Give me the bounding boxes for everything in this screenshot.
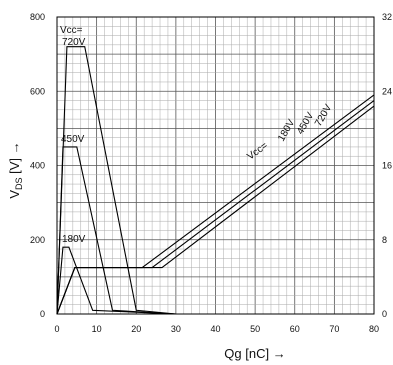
vgs-curve-720V — [56, 105, 375, 315]
x-tick-label: 60 — [290, 324, 300, 334]
y-axis-label-sub: DS — [14, 177, 24, 190]
y-axis-label: VDS [V] → — [7, 141, 24, 198]
vds-curve-720V — [56, 46, 176, 315]
x-tick-label: 50 — [250, 324, 260, 334]
vds-label-450V: 450V — [61, 134, 85, 145]
y-axis-label-unit: [V] → — [7, 141, 22, 177]
x-tick-label: 40 — [210, 324, 220, 334]
vcc-label-left: Vcc= — [60, 25, 83, 36]
x-tick-label: 80 — [369, 324, 379, 334]
x-tick-label: 20 — [131, 324, 141, 334]
y-tick-label: 200 — [30, 235, 45, 245]
y-tick-label: 0 — [40, 309, 45, 319]
y-tick-label: 400 — [30, 161, 45, 171]
vds-label-180V: 180V — [62, 234, 86, 245]
x-tick-label: 70 — [329, 324, 339, 334]
y2-tick-label: 8 — [382, 235, 387, 245]
x-tick-label: 10 — [92, 324, 102, 334]
vds-curve-450V — [56, 146, 176, 315]
grid — [56, 16, 375, 315]
y-tick-label: 600 — [30, 86, 45, 96]
y2-tick-label: 24 — [382, 86, 392, 96]
plot-frame — [56, 16, 375, 315]
y-tick-label: 800 — [30, 12, 45, 22]
y2-tick-label: 16 — [382, 161, 392, 171]
x-axis-label: Qg [nC] → — [224, 346, 285, 361]
vds-curve-180V — [56, 246, 176, 315]
y2-tick-label: 0 — [382, 309, 387, 319]
x-tick-label: 30 — [171, 324, 181, 334]
curves — [56, 46, 375, 315]
vds-label-720V: 720V — [62, 37, 86, 48]
y-axis-label-main: V — [7, 190, 22, 199]
y2-tick-label: 32 — [382, 12, 392, 22]
x-tick-label: 0 — [54, 324, 59, 334]
